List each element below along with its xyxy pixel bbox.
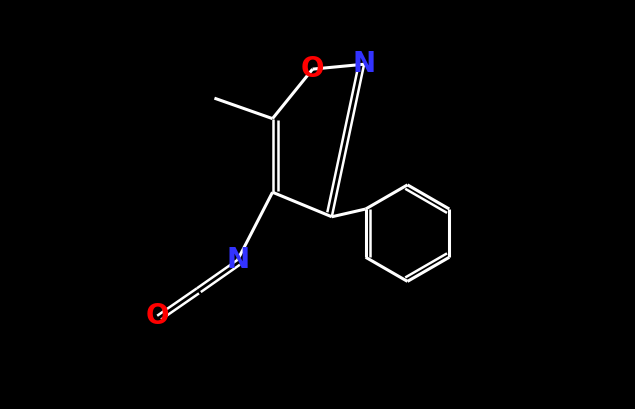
Text: O: O	[301, 55, 324, 83]
Text: N: N	[352, 50, 376, 78]
Text: O: O	[145, 302, 169, 330]
Text: N: N	[226, 246, 250, 274]
